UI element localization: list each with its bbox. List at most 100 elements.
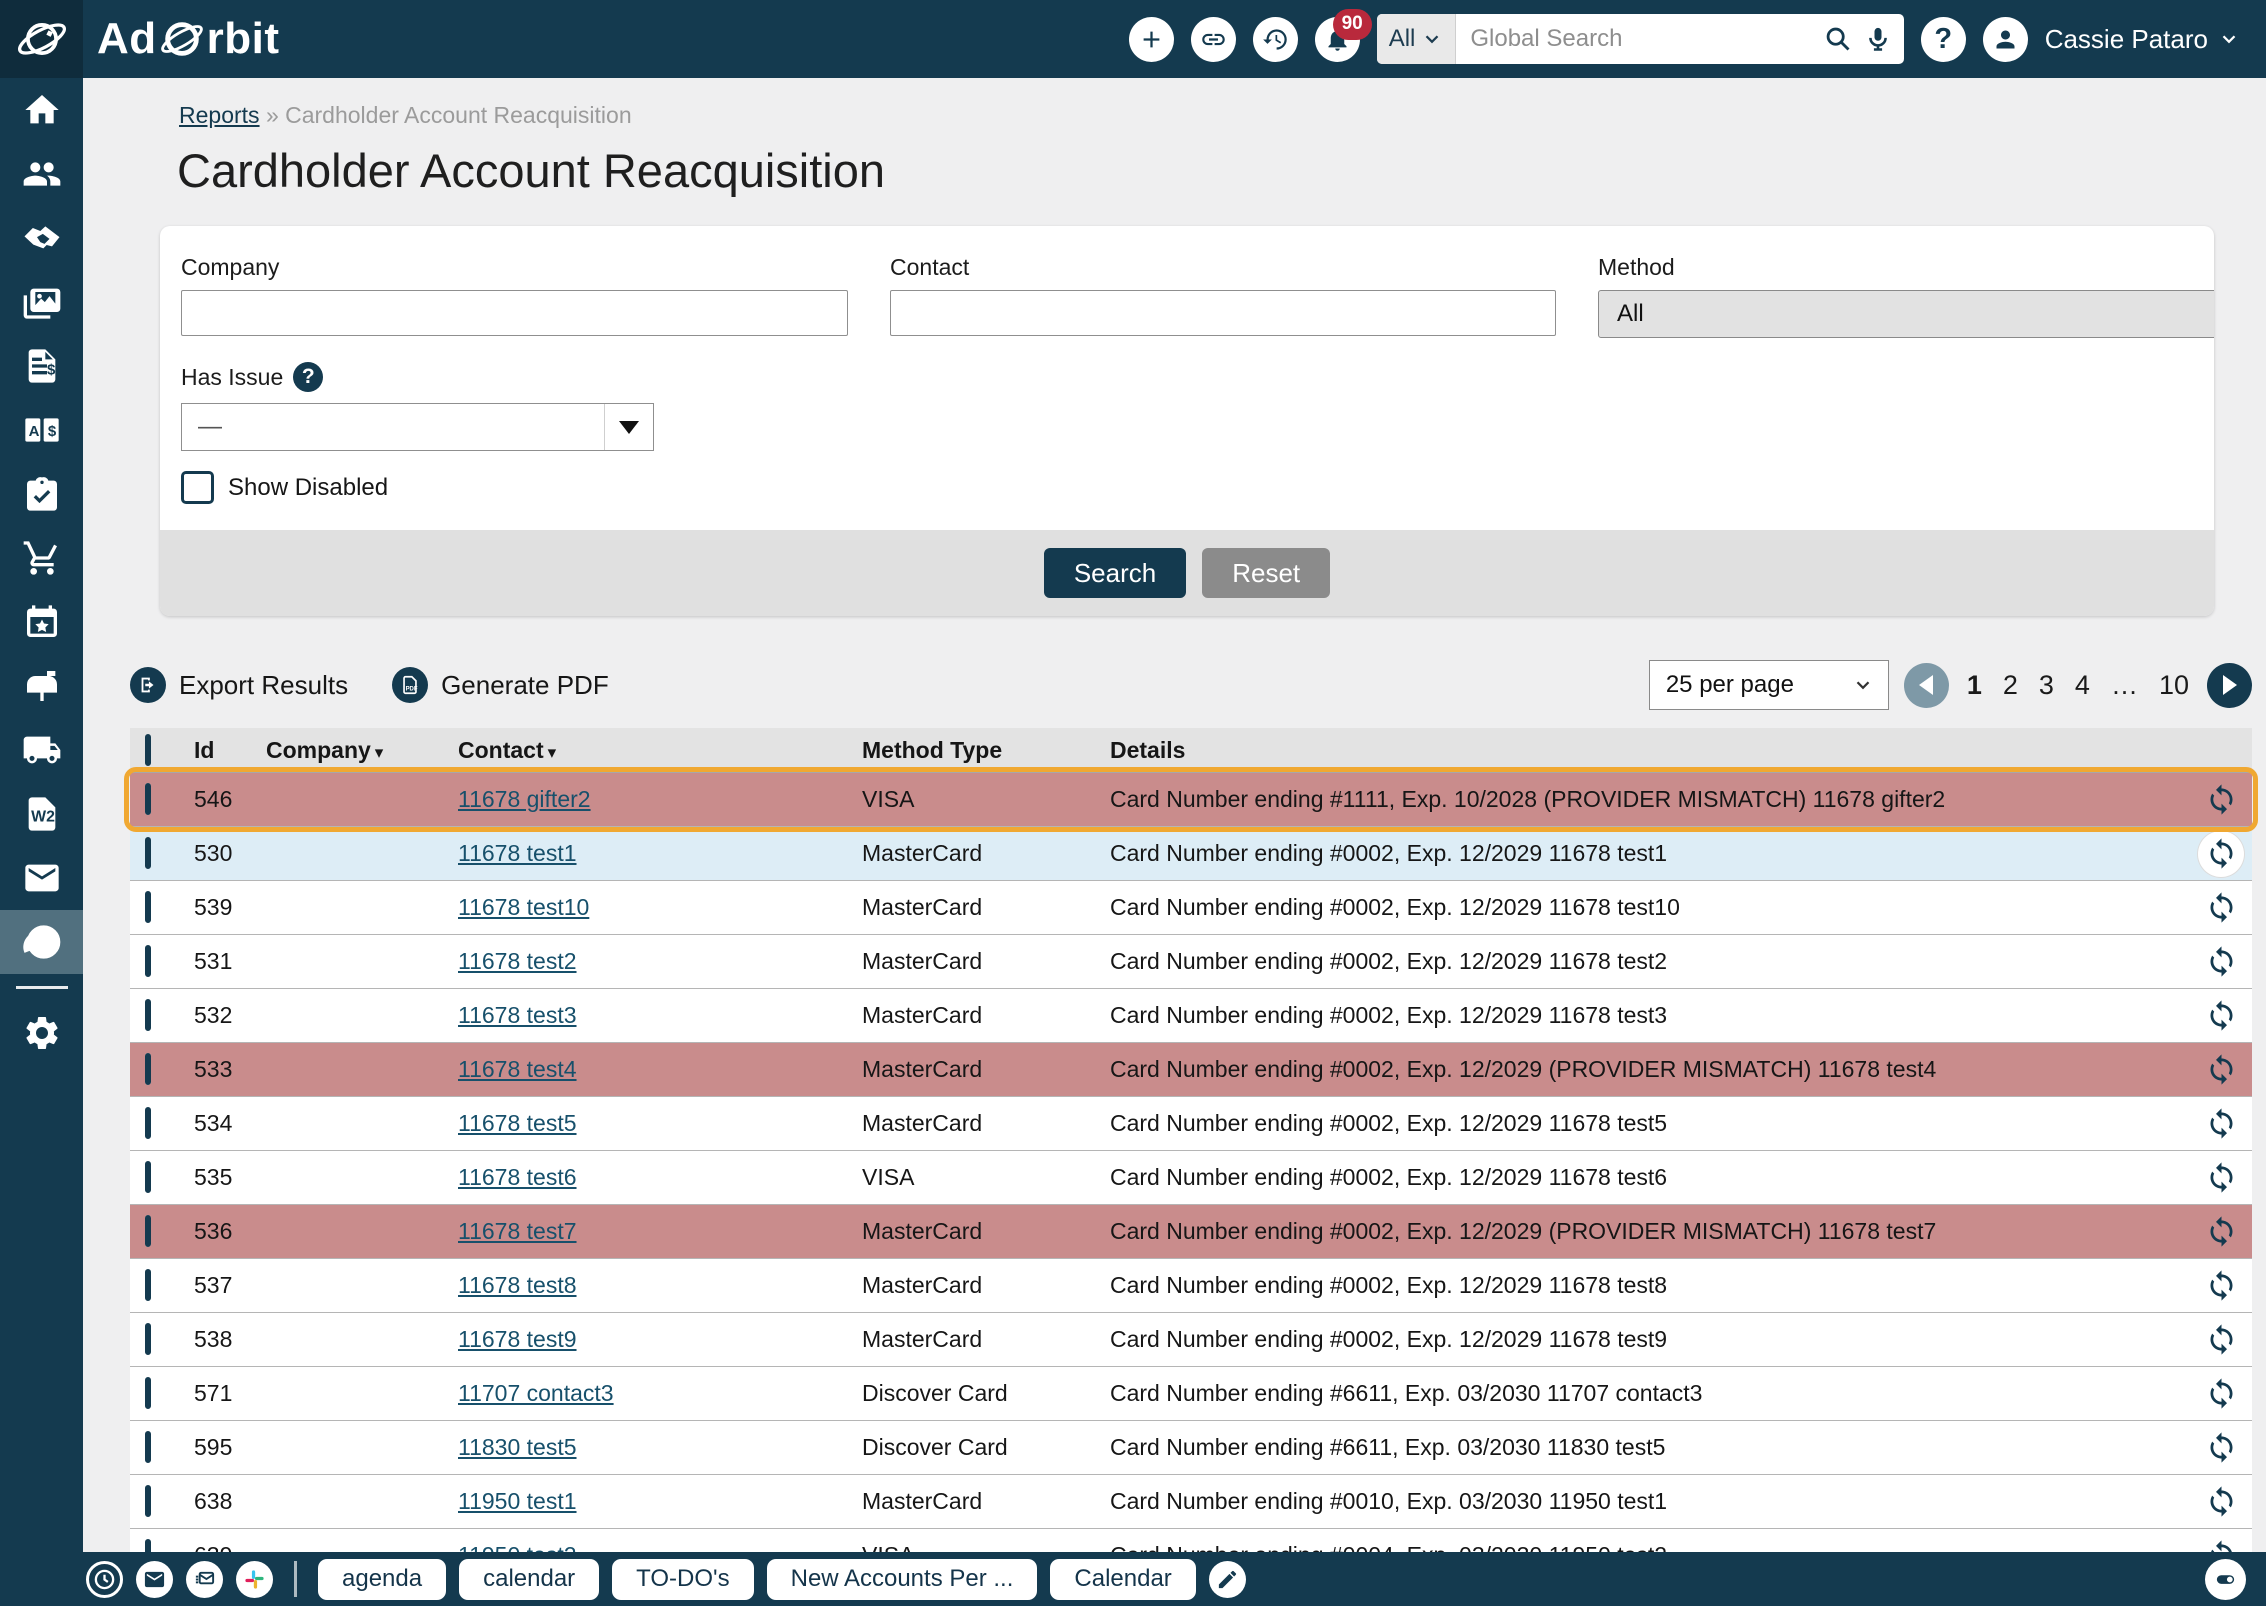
reacquire-refresh-button[interactable] [2198,1047,2244,1093]
reacquire-refresh-button[interactable] [2198,1371,2244,1417]
row-checkbox[interactable] [145,891,151,923]
sidebar-item-contacts[interactable] [0,142,83,206]
search-input[interactable] [1456,25,1824,53]
dock-button-todos[interactable]: TO-DO's [612,1558,754,1600]
generate-pdf-button[interactable]: PDF Generate PDF [392,667,609,703]
reacquire-refresh-button[interactable] [2198,1155,2244,1201]
search-button[interactable]: Search [1043,548,1187,598]
row-contact-link[interactable]: 11678 test1 [458,840,577,866]
reacquire-refresh-button[interactable] [2198,1317,2244,1363]
page-number-1[interactable]: 1 [1966,669,1982,700]
add-button[interactable] [1128,16,1174,62]
row-checkbox[interactable] [145,1215,151,1247]
row-checkbox[interactable] [145,1053,151,1085]
has-issue-help-icon[interactable]: ? [293,362,324,392]
sidebar-item-deals[interactable] [0,206,83,270]
pencil-icon[interactable] [1208,1560,1246,1598]
sidebar-item-billing[interactable]: $ [0,334,83,398]
row-contact-link[interactable]: 11678 test7 [458,1218,577,1244]
dock-button-new-accounts[interactable]: New Accounts Per ... [766,1558,1038,1600]
clock-icon[interactable] [86,1560,123,1598]
row-contact-link[interactable]: 11678 test2 [458,948,577,974]
reacquire-refresh-button[interactable] [2198,1101,2244,1147]
has-issue-dropdown-button[interactable] [604,404,653,450]
toggle-switch-icon[interactable] [2205,1558,2246,1600]
reacquire-refresh-button[interactable] [2198,1425,2244,1471]
slack-icon[interactable] [236,1560,273,1598]
row-checkbox[interactable] [145,837,151,869]
notifications-button[interactable]: 90 [1314,8,1372,62]
column-header-details[interactable]: Details [1110,736,1186,763]
page-number-10[interactable]: 10 [2158,669,2189,700]
reacquire-refresh-button[interactable] [2198,885,2244,931]
row-checkbox[interactable] [145,1485,151,1517]
has-issue-select[interactable]: — [181,403,654,451]
sidebar-item-reports[interactable] [0,910,83,974]
dock-button-calendar-2[interactable]: Calendar [1050,1558,1196,1600]
search-scope-select[interactable]: All [1376,14,1457,64]
reacquire-refresh-button[interactable] [2198,1263,2244,1309]
column-header-method[interactable]: Method Type [862,736,1003,763]
sidebar-item-rate-card[interactable]: A $ [0,398,83,462]
column-header-id[interactable]: Id [194,736,215,763]
breadcrumb-reports-link[interactable]: Reports [179,102,260,128]
page-number-4[interactable]: 4 [2074,669,2090,700]
row-contact-link[interactable]: 11678 gifter2 [458,786,591,812]
search-icon[interactable] [1824,25,1852,53]
reacquire-refresh-button[interactable] [2198,993,2244,1039]
row-contact-link[interactable]: 11707 contact3 [458,1380,614,1406]
sidebar-item-events[interactable] [0,590,83,654]
sidebar-item-home[interactable] [0,78,83,142]
reacquire-refresh-button[interactable] [2198,777,2244,823]
column-header-company[interactable]: Company ▾ [266,736,384,763]
reacquire-refresh-button[interactable] [2198,939,2244,985]
row-checkbox[interactable] [145,783,151,815]
row-contact-link[interactable]: 11678 test8 [458,1272,577,1298]
export-results-button[interactable]: Export Results [130,667,348,703]
sidebar-item-mailbox[interactable] [0,654,83,718]
brand-orbit-icon[interactable] [0,0,83,78]
row-checkbox[interactable] [145,1269,151,1301]
row-checkbox[interactable] [145,1107,151,1139]
sidebar-item-mail[interactable] [0,846,83,910]
row-checkbox[interactable] [145,999,151,1031]
reset-button[interactable]: Reset [1202,548,1331,598]
row-checkbox[interactable] [145,1377,151,1409]
user-menu[interactable]: Cassie Pataro [2045,24,2240,55]
sidebar-item-orders[interactable] [0,526,83,590]
column-header-contact[interactable]: Contact ▾ [458,736,557,763]
page-number-2[interactable]: 2 [2002,669,2018,700]
show-disabled-checkbox[interactable] [181,471,214,504]
dock-button-calendar[interactable]: calendar [459,1558,600,1600]
method-select[interactable]: All [1598,290,2214,338]
reacquire-refresh-button[interactable] [2198,1479,2244,1525]
row-checkbox[interactable] [145,1323,151,1355]
sidebar-item-delivery[interactable] [0,718,83,782]
company-input[interactable] [181,290,848,336]
sidebar-item-media[interactable] [0,270,83,334]
sidebar-item-w2[interactable]: W2 [0,782,83,846]
row-checkbox[interactable] [145,1161,151,1193]
next-page-button[interactable] [2207,662,2252,708]
history-button[interactable] [1252,16,1298,62]
select-all-checkbox[interactable] [145,733,151,766]
reacquire-refresh-button[interactable] [2198,830,2244,877]
quick-link-button[interactable] [1190,16,1236,62]
row-contact-link[interactable]: 11678 test4 [458,1056,577,1082]
row-contact-link[interactable]: 11678 test10 [458,894,590,920]
app-logo[interactable]: Ad rbit [97,14,280,64]
row-contact-link[interactable]: 11678 test6 [458,1164,577,1190]
reacquire-refresh-button[interactable] [2198,1209,2244,1255]
per-page-select[interactable]: 25 per page [1648,660,1889,710]
help-button[interactable]: ? [1920,16,1966,62]
page-number-3[interactable]: 3 [2038,669,2054,700]
row-checkbox[interactable] [145,1431,151,1463]
row-contact-link[interactable]: 11950 test1 [458,1488,577,1514]
row-contact-link[interactable]: 11678 test5 [458,1110,577,1136]
user-avatar[interactable] [1982,16,2028,62]
row-contact-link[interactable]: 11830 test5 [458,1434,577,1460]
contact-input[interactable] [890,290,1556,336]
row-contact-link[interactable]: 11678 test9 [458,1326,577,1352]
microphone-icon[interactable] [1864,25,1892,53]
dock-button-agenda[interactable]: agenda [318,1558,447,1600]
